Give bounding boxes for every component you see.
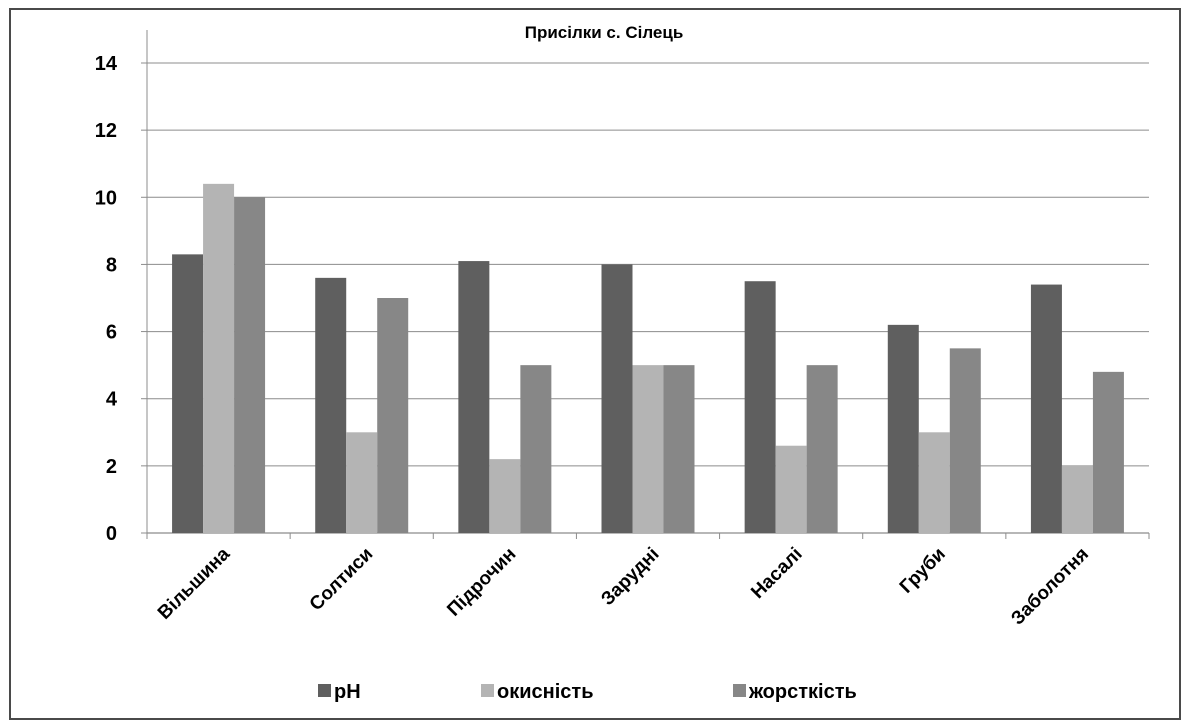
legend-label: жорсткість	[748, 681, 857, 703]
chart-title: Присілки с. Сілець	[525, 23, 684, 42]
legend-label: pH	[334, 681, 361, 703]
bar-zhorstkist	[1092, 371, 1124, 533]
bars	[172, 183, 1124, 534]
bar-okysnist	[1061, 465, 1093, 533]
category-labels: Вільшина Солтиси Підрочин Заруднi Насалі Груб…	[154, 543, 1093, 629]
x-category-label: Заболотня	[1007, 544, 1093, 630]
y-tick-label: 8	[106, 254, 117, 276]
x-category-label: Груби	[896, 544, 950, 598]
bar-okysnist	[918, 432, 950, 533]
legend-swatch	[733, 684, 746, 697]
legend: pH окисність жорсткість	[318, 681, 857, 703]
legend-label: окисність	[497, 681, 594, 703]
bar-okysnist	[632, 365, 664, 533]
y-tick-label: 6	[106, 322, 117, 344]
y-tick-label: 14	[95, 53, 118, 75]
bar-ph	[1030, 284, 1062, 533]
x-category-label: Вільшина	[154, 543, 234, 623]
bar-okysnist	[203, 183, 235, 533]
bar-zhorstkist	[663, 365, 695, 533]
bar-zhorstkist	[520, 365, 552, 533]
bar-okysnist	[775, 445, 807, 533]
x-category-label: Заруднi	[597, 544, 663, 610]
bar-zhorstkist	[377, 298, 409, 533]
bar-okysnist	[489, 459, 521, 533]
bar-ph	[172, 254, 204, 533]
y-tick-label: 12	[95, 120, 117, 142]
bar-okysnist	[346, 432, 378, 533]
legend-swatch	[318, 684, 331, 697]
legend-swatch	[481, 684, 494, 697]
y-tick-label: 2	[106, 456, 117, 478]
bar-zhorstkist	[949, 348, 981, 533]
y-tick-label: 4	[106, 389, 118, 411]
y-tick-label: 0	[106, 523, 117, 545]
x-category-label: Підрочин	[443, 544, 520, 621]
x-category-label: Солтиси	[306, 544, 378, 616]
bar-ph	[744, 281, 776, 533]
bar-ph	[315, 277, 347, 533]
gridlines	[147, 62, 1149, 467]
bar-ph	[887, 324, 919, 533]
bar-zhorstkist	[234, 197, 266, 534]
bar-ph	[601, 264, 633, 533]
bar-zhorstkist	[806, 365, 838, 533]
bar-ph	[458, 261, 490, 533]
y-tick-label: 10	[95, 187, 117, 209]
x-category-label: Насалі	[747, 544, 806, 603]
